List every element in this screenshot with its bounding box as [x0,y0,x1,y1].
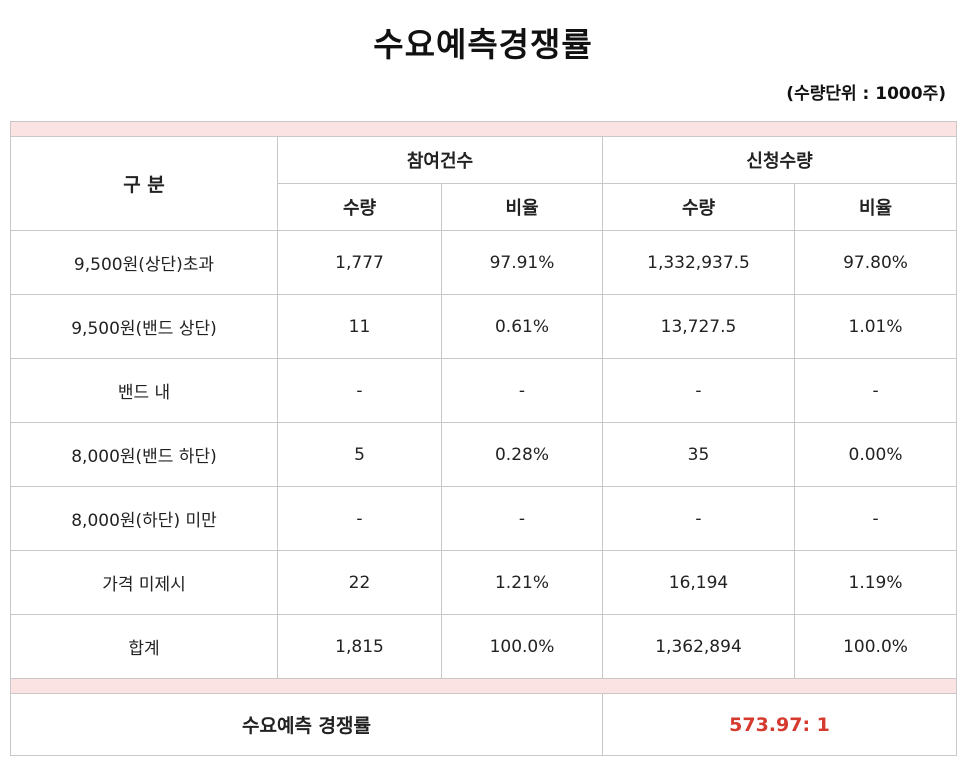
bottom-band-cell [9,678,958,694]
participants-ratio: 97.91% [441,230,603,295]
participants-quantity: 22 [277,550,442,615]
application-ratio: - [793,358,958,423]
header-row-2: 수량 비율 수량 비율 [11,183,958,231]
competition-ratio-value: 573.97: 1 [601,693,958,756]
table-row: 9,500원(밴드 상단) 11 0.61% 13,727.5 1.01% [10,294,958,359]
application-quantity: 13,727.5 [602,294,795,359]
participants-ratio: - [441,358,603,423]
participants-ratio: - [441,486,603,551]
table-row: 가격 미제시 22 1.21% 16,194 1.19% [10,550,958,615]
application-quantity: 1,332,937.5 [602,230,795,295]
application-quantity: 16,194 [602,550,795,615]
participants-quantity: 1,777 [277,230,442,295]
application-ratio: 100.0% [793,614,958,679]
application-quantity: - [602,358,795,423]
row-label: 밴드 내 [10,358,278,423]
participants-quantity: 1,815 [277,614,442,679]
table-row: 8,000원(하단) 미만 - - - - [10,486,958,551]
table-row: 8,000원(밴드 하단) 5 0.28% 35 0.00% [10,422,958,487]
participants-quantity: 5 [277,422,442,487]
participants-ratio: 1.21% [441,550,603,615]
application-quantity: - [602,486,795,551]
application-ratio: 0.00% [793,422,958,487]
header-participants-quantity: 수량 [277,183,442,231]
application-quantity: 1,362,894 [602,614,795,679]
row-label: 9,500원(밴드 상단) [10,294,278,359]
application-ratio: 97.80% [793,230,958,295]
participants-ratio: 100.0% [441,614,603,679]
unit-note: (수량단위 : 1000주) [786,84,946,104]
row-label: 8,000원(하단) 미만 [10,486,278,551]
top-band [9,121,958,137]
page-title: 수요예측경쟁률 [373,25,593,64]
participants-quantity: 11 [277,294,442,359]
header-row-1: 구 분 참여건수 신청수량 [10,136,958,231]
table-row: 9,500원(상단)초과 1,777 97.91% 1,332,937.5 97… [10,230,958,295]
footer-label: 수요예측 경쟁률 [10,693,603,756]
application-ratio: 1.01% [793,294,958,359]
table-row: 밴드 내 - - - - [10,358,958,423]
participants-ratio: 0.28% [441,422,603,487]
table-row-total: 합계 1,815 100.0% 1,362,894 100.0% [10,614,958,679]
row-label: 가격 미제시 [10,550,278,615]
participants-quantity: - [277,358,442,423]
top-band-cell [9,121,958,137]
row-label: 9,500원(상단)초과 [10,230,278,295]
header-application: 신청수량 [601,136,958,184]
competition-table: 구 분 참여건수 신청수량 수량 비율 수량 비율 9,500원(상단)초과 1… [9,121,958,756]
header-application-ratio: 비율 [793,183,958,231]
header-application-quantity: 수량 [602,183,795,231]
application-ratio: - [793,486,958,551]
application-ratio: 1.19% [793,550,958,615]
footer-row: 수요예측 경쟁률 573.97: 1 [10,693,958,756]
bottom-band [9,678,958,694]
participants-ratio: 0.61% [441,294,603,359]
application-quantity: 35 [602,422,795,487]
header-category: 구 분 [10,136,278,231]
participants-quantity: - [277,486,442,551]
header-participants-ratio: 비율 [441,183,603,231]
header-participants: 참여건수 [277,136,603,184]
row-label: 8,000원(밴드 하단) [10,422,278,487]
row-label: 합계 [10,614,278,679]
